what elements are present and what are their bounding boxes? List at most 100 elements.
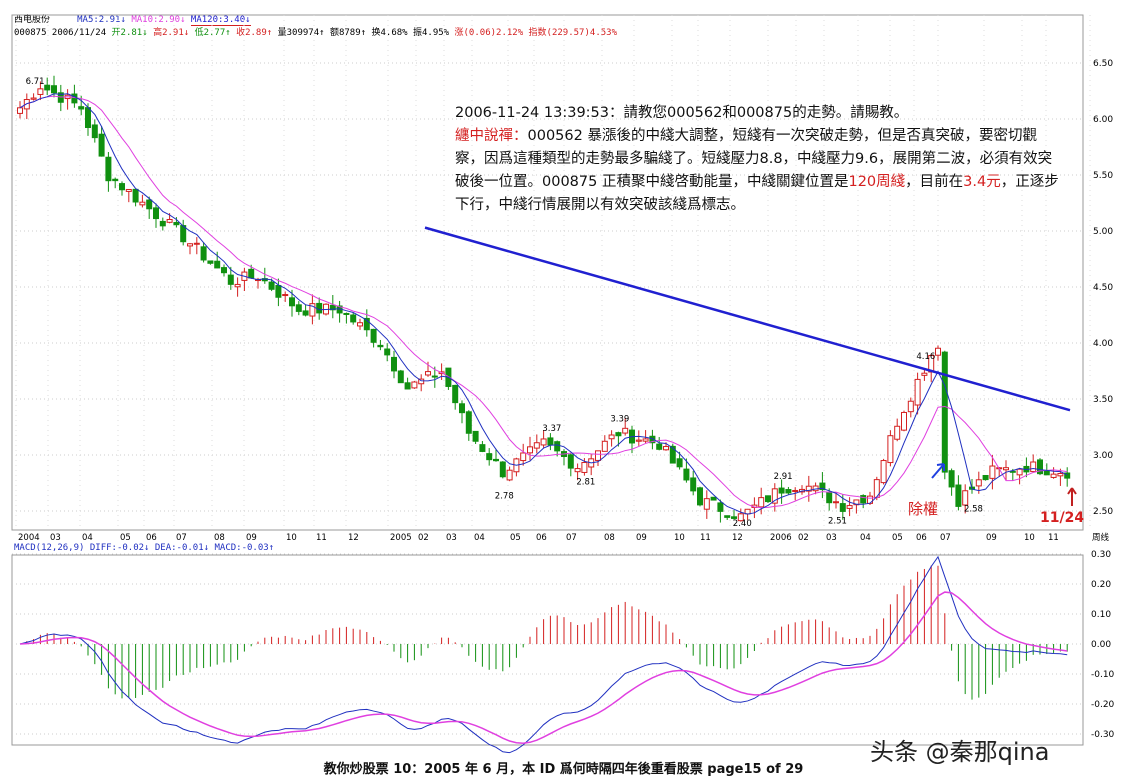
candle-up [771, 488, 778, 504]
candle-down [207, 260, 214, 264]
candle-down [955, 484, 962, 507]
annotation-note: 2006-11-24 13:39:53：請教您000562和000875的走勢。… [455, 102, 1065, 217]
candle-down [860, 495, 867, 504]
candle-down [248, 268, 255, 279]
candle-down [268, 281, 275, 290]
candle-up [418, 378, 425, 385]
x-tick-label: 09 [246, 533, 257, 543]
red-arrow-icon [1067, 487, 1077, 506]
candle-down [669, 445, 676, 464]
candle-up [833, 501, 839, 504]
candle-down [676, 458, 683, 468]
watermark: 头条 @秦那qina [870, 738, 1050, 766]
x-tick-label: 05 [510, 533, 521, 543]
price-label: 3.39 [610, 415, 629, 425]
candle-down [1037, 459, 1043, 475]
y-tick-label: 3.00 [1093, 451, 1113, 461]
x-tick-label: 09 [636, 533, 647, 543]
candle-up [880, 460, 887, 484]
x-tick-label: 04 [82, 533, 93, 543]
macd-y-tick-label: 0.10 [1091, 610, 1111, 620]
x-tick-label: 03 [826, 533, 837, 543]
volume-value: 量309974↑ [277, 28, 325, 38]
candle-down [180, 225, 187, 243]
candle-up [234, 283, 241, 288]
candle-down [51, 85, 57, 94]
note-question: 2006-11-24 13:39:53：請教您000562和000875的走勢。… [455, 105, 909, 121]
candle-up [17, 107, 23, 114]
x-tick-label: 11 [1048, 533, 1059, 543]
turnover-value: 换4.68% [371, 28, 408, 38]
candle-up [187, 243, 193, 247]
x-tick-label: 07 [940, 533, 951, 543]
macd-y-tick-label: -0.20 [1091, 700, 1115, 710]
price-label: 2.78 [495, 492, 514, 502]
candle-up [581, 462, 588, 473]
candle-up [139, 201, 146, 206]
candle-up [703, 498, 710, 510]
candle-down [391, 356, 397, 372]
candle-down [404, 382, 411, 390]
ma120-line [424, 226, 1071, 412]
price-label: 3.37 [542, 424, 561, 434]
candle-up [357, 322, 363, 327]
y-tick-label: 3.50 [1093, 395, 1113, 405]
candle-up [846, 505, 853, 509]
dea-line [19, 591, 1068, 744]
x-tick-label: 2004 [18, 533, 40, 543]
y-tick-label: 5.50 [1093, 171, 1113, 181]
ma5-line [19, 93, 1068, 515]
candle-down [363, 317, 370, 331]
candle-down [697, 487, 703, 506]
x-tick-label: 05 [120, 533, 131, 543]
candle-up [642, 438, 649, 442]
x-tick-label: 07 [566, 533, 577, 543]
candle-down [465, 411, 472, 434]
candle-up [506, 469, 513, 481]
price-label: 2.91 [774, 472, 793, 482]
x-tick-label: 06 [536, 533, 547, 543]
candle-down [493, 458, 499, 462]
date-label: 11/24 [1040, 510, 1085, 526]
candle-up [520, 452, 527, 462]
stock-name: 西电股份 [14, 15, 51, 25]
note-highlight: 3.4元 [963, 174, 1001, 190]
chart-header-line2: 000875 2006/11/24 开2.81↓ 高2.91↓ 低2.77↑ 收… [14, 25, 617, 38]
price-label: 2.58 [964, 504, 983, 514]
x-tick-label: 10 [286, 533, 297, 543]
price-label: 6.71 [26, 77, 45, 87]
candle-up [527, 446, 533, 454]
candle-down [547, 437, 554, 446]
candle-down [329, 304, 336, 311]
candle-down [384, 348, 391, 356]
candle-down [91, 124, 98, 139]
candle-down [948, 470, 955, 488]
candle-down [173, 222, 180, 226]
amplitude-value: 振4.95% [413, 28, 450, 38]
candle-down [731, 516, 737, 519]
candle-down [710, 496, 717, 501]
price-panel-frame [11, 14, 1084, 531]
candle-down [452, 384, 459, 404]
candle-down [785, 489, 792, 494]
candle-down [350, 314, 357, 323]
candle-up [574, 468, 581, 473]
candle-up [975, 479, 982, 487]
candle-down [717, 502, 724, 512]
macd-panel-frame [11, 554, 1084, 746]
note-highlight: 120周綫 [848, 174, 906, 190]
y-tick-label: 6.50 [1093, 59, 1113, 69]
candle-down [1064, 472, 1071, 479]
ex-rights-label: 除權 [908, 500, 939, 518]
candle-up [166, 218, 173, 223]
high-value: 高2.91↓ [153, 28, 190, 38]
x-tick-label: 06 [916, 533, 927, 543]
y-tick-label: 5.00 [1093, 227, 1113, 237]
candle-down [159, 220, 166, 227]
ma5-readout: MA5:2.91↓ [77, 15, 126, 25]
price-label: 2.81 [576, 478, 595, 488]
candle-down [479, 444, 486, 452]
change-value: 涨(0.06)2.12% [454, 28, 524, 38]
candle-up [894, 425, 901, 440]
